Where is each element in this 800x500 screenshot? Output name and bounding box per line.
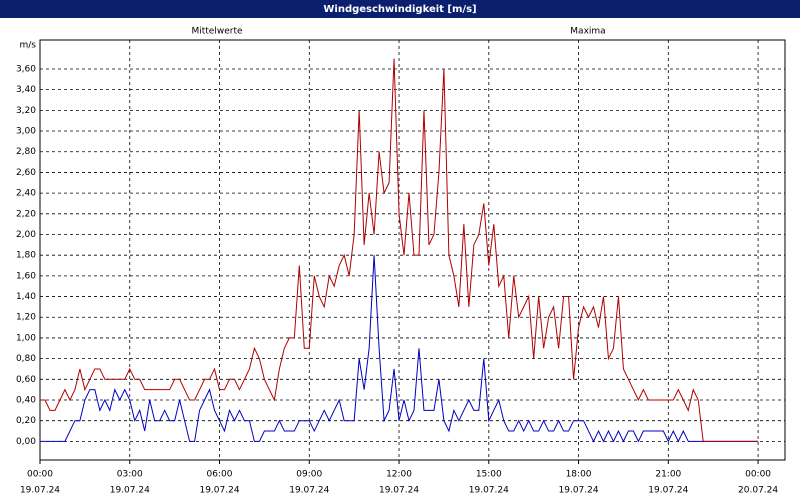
y-tick-label: 0,60 [16, 375, 36, 385]
y-tick-label: 1,80 [16, 251, 36, 261]
y-tick-label: 3,20 [16, 106, 36, 116]
x-tick-date: 19.07.24 [199, 486, 239, 496]
y-tick-label: 1,60 [16, 271, 36, 281]
legend-entry: Maxima [570, 27, 605, 37]
x-tick-label: 00:00 [27, 470, 53, 480]
title-bar [0, 0, 800, 18]
x-tick-label: 12:00 [386, 470, 412, 480]
x-tick-date: 19.07.24 [469, 486, 509, 496]
y-tick-label: 2,60 [16, 168, 36, 178]
x-tick-label: 15:00 [476, 470, 502, 480]
y-axis-label: m/s [20, 41, 37, 51]
y-tick-label: 0,40 [16, 396, 36, 406]
x-tick-date: 20.07.24 [738, 486, 778, 496]
y-tick-label: 2,80 [16, 147, 36, 157]
chart-title: Windgeschwindigkeit [m/s] [323, 4, 476, 15]
series-line [40, 58, 759, 442]
x-tick-label: 00:00 [745, 470, 771, 480]
x-tick-label: 18:00 [566, 470, 592, 480]
y-tick-label: 0,00 [16, 437, 36, 447]
x-tick-date: 19.07.24 [110, 486, 150, 496]
x-tick-date: 19.07.24 [648, 486, 688, 496]
y-tick-label: 0,80 [16, 354, 36, 364]
y-tick-label: 1,40 [16, 292, 36, 302]
y-tick-label: 3,00 [16, 127, 36, 137]
y-tick-label: 3,40 [16, 85, 36, 95]
y-tick-label: 1,00 [16, 333, 36, 343]
x-tick-label: 21:00 [655, 470, 681, 480]
y-tick-label: 0,20 [16, 416, 36, 426]
x-tick-label: 06:00 [207, 470, 233, 480]
y-tick-label: 2,00 [16, 230, 36, 240]
x-tick-label: 03:00 [117, 470, 143, 480]
x-tick-label: 09:00 [296, 470, 322, 480]
legend-entry: Mittelwerte [191, 27, 242, 37]
x-tick-date: 19.07.24 [20, 486, 60, 496]
y-tick-label: 2,20 [16, 209, 36, 219]
series-line [40, 255, 759, 443]
plot-frame [39, 39, 786, 461]
x-tick-date: 19.07.24 [289, 486, 329, 496]
x-tick-date: 19.07.24 [379, 486, 419, 496]
y-tick-label: 1,20 [16, 313, 36, 323]
y-tick-label: 3,60 [16, 64, 36, 74]
y-tick-label: 2,40 [16, 189, 36, 199]
x-tick-date: 19.07.24 [559, 486, 599, 496]
